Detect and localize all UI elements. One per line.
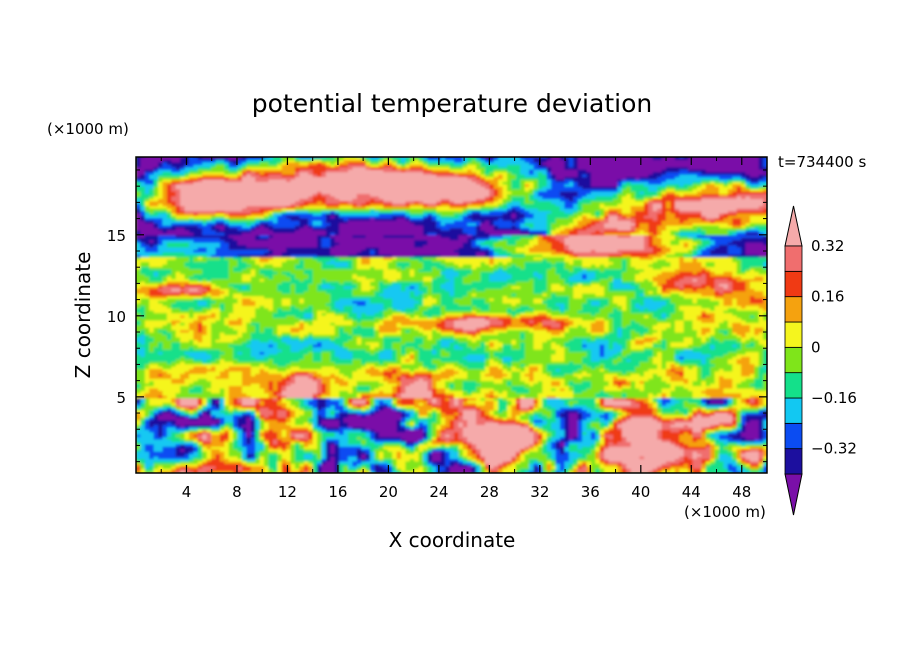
x-ticks: 4 8 12 16 20 24 28 32 36 40 44 48: [160, 157, 751, 501]
colorbar-swatch: [784, 372, 803, 399]
colorbar-swatch: [784, 397, 803, 424]
x-tick-label: 12: [278, 483, 297, 501]
x-tick-label: 16: [328, 483, 347, 501]
colorbar-swatch: [784, 245, 803, 272]
x-tick-label: 36: [581, 483, 600, 501]
x-tick-label: 48: [732, 483, 751, 501]
plot-area: [136, 157, 767, 473]
x-tick-label: 20: [379, 483, 398, 501]
colorbar-max-arrow: [784, 205, 803, 247]
colorbar-tick-label: −0.16: [811, 389, 857, 407]
y-axis-label: Z coordinate: [71, 252, 95, 379]
y-tick-label: 5: [116, 389, 126, 407]
colorbar-swatch: [784, 422, 803, 450]
x-unit-label: (×1000 m): [684, 503, 766, 521]
x-axis-label: X coordinate: [389, 528, 516, 552]
colorbar-swatch: [784, 296, 803, 323]
colorbar-tick-label: 0.32: [811, 237, 844, 255]
x-tick-label: 24: [429, 483, 448, 501]
colorbar: 0.32 0.16 0 −0.16 −0.32: [784, 205, 857, 516]
colorbar-tick-label: −0.32: [811, 440, 857, 458]
colorbar-min-arrow: [784, 473, 803, 516]
x-tick-label: 32: [530, 483, 549, 501]
colorbar-tick-label: 0: [811, 338, 821, 356]
y-tick-label: 10: [107, 308, 126, 326]
time-label: t=734400 s: [778, 153, 866, 171]
x-tick-label: 40: [631, 483, 650, 501]
x-tick-label: 44: [682, 483, 701, 501]
colorbar-swatch: [784, 346, 803, 374]
x-tick-label: 8: [232, 483, 242, 501]
y-tick-label: 15: [107, 227, 126, 245]
y-ticks: 5 10 15: [107, 169, 767, 463]
y-unit-label: (×1000 m): [47, 120, 129, 138]
colorbar-tick-label: 0.16: [811, 288, 844, 306]
colorbar-swatch: [784, 270, 803, 298]
colorbar-swatch: [784, 321, 803, 348]
plot-frame: [135, 156, 768, 474]
x-tick-label: 28: [480, 483, 499, 501]
colorbar-swatch: [784, 448, 803, 475]
x-tick-label: 4: [182, 483, 192, 501]
chart-title: potential temperature deviation: [252, 89, 652, 118]
